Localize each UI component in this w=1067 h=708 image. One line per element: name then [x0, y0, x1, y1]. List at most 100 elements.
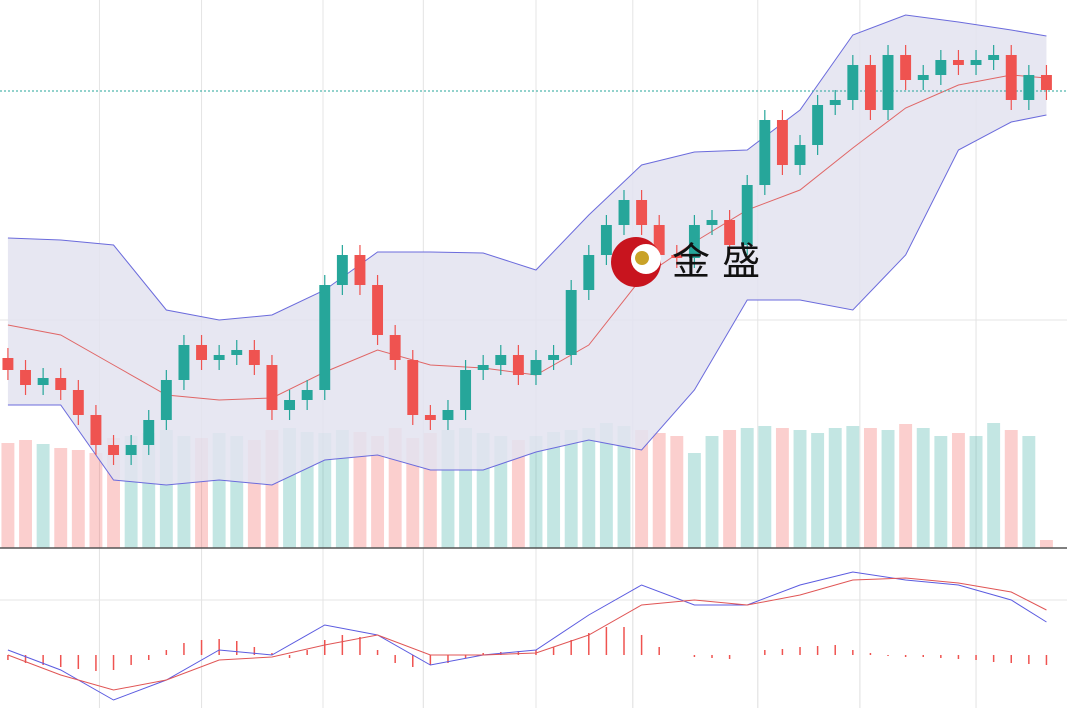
- volume-bar: [916, 428, 930, 548]
- volume-bar: [705, 436, 719, 548]
- volume-bar: [529, 436, 543, 548]
- volume-bar: [353, 432, 367, 548]
- volume-bar: [1004, 430, 1018, 548]
- candle-body: [354, 255, 366, 285]
- candle-body: [460, 370, 472, 410]
- candle-body: [266, 365, 278, 410]
- candle-body: [548, 355, 560, 360]
- volume-bar: [635, 430, 649, 548]
- volume-bar: [793, 430, 807, 548]
- candle-body: [882, 55, 894, 110]
- candle-body: [512, 355, 524, 375]
- volume-bar: [652, 433, 666, 548]
- volume-bar: [740, 428, 754, 548]
- volume-bar: [564, 430, 578, 548]
- volume-bar: [371, 436, 385, 548]
- candle-body: [864, 65, 876, 110]
- volume-bar: [758, 426, 772, 548]
- candle-body: [688, 225, 700, 258]
- candle-body: [600, 225, 612, 255]
- macd-line: [7, 571, 1047, 701]
- volume-bar: [599, 423, 613, 548]
- candle-body: [108, 445, 119, 455]
- candle-body: [794, 145, 806, 165]
- volume-bar: [89, 453, 103, 548]
- candle-body: [20, 370, 31, 385]
- volume-bar: [863, 428, 877, 548]
- volume-bar: [582, 428, 596, 548]
- candle-body: [442, 410, 454, 420]
- volume-bar: [899, 424, 913, 548]
- candle-body: [2, 358, 14, 370]
- candle-body: [424, 415, 436, 420]
- volume-bar: [951, 433, 965, 548]
- candle-body: [301, 390, 313, 400]
- candle-body: [477, 365, 489, 370]
- volume-bar: [19, 440, 32, 548]
- candle-body: [671, 255, 683, 258]
- volume-bar: [987, 423, 1001, 548]
- volume-bar: [547, 432, 561, 548]
- candle-body: [125, 445, 137, 455]
- candle-body: [37, 378, 49, 385]
- volume-bar: [969, 436, 983, 548]
- logo: 金 盛: [611, 237, 760, 287]
- candle-body: [1023, 75, 1035, 100]
- candle-body: [618, 200, 630, 225]
- candle-body: [213, 355, 225, 360]
- candle-body: [143, 420, 155, 445]
- candle-body: [1040, 75, 1052, 90]
- volume-bar: [828, 428, 842, 548]
- volume-bar: [1, 443, 15, 548]
- candle-body: [389, 335, 401, 360]
- volume-bar: [1039, 540, 1053, 548]
- candle-body: [741, 185, 753, 245]
- candle-body: [565, 290, 577, 355]
- candle-body: [636, 200, 648, 225]
- band-line: [7, 114, 1047, 486]
- volume-bar: [934, 436, 948, 548]
- volume-bar: [617, 426, 631, 548]
- volume-bar: [723, 430, 737, 548]
- candle-body: [759, 120, 771, 185]
- candle-body: [988, 55, 1000, 60]
- volume-bar: [1022, 436, 1036, 548]
- candle-body: [336, 255, 348, 285]
- volume-bar: [811, 433, 825, 548]
- candle-body: [917, 75, 929, 80]
- volume-bar: [881, 430, 895, 548]
- volume-bar: [670, 436, 684, 548]
- candle-body: [1005, 55, 1017, 100]
- layer: [0, 14, 1067, 701]
- candle-body: [178, 345, 190, 380]
- candle-body: [583, 255, 595, 290]
- volume-bar: [335, 430, 349, 548]
- candle-body: [724, 220, 736, 245]
- candle-body: [407, 360, 419, 415]
- candle-body: [970, 60, 982, 65]
- candle-body: [653, 225, 665, 255]
- candle-body: [284, 400, 296, 410]
- candle-body: [829, 100, 841, 105]
- candle-body: [812, 105, 824, 145]
- candle-body: [530, 360, 542, 375]
- logo-text: 金 盛: [672, 240, 760, 284]
- candle-body: [72, 390, 84, 415]
- volume-bar: [687, 453, 701, 548]
- candle-body: [55, 378, 67, 390]
- candle-body: [319, 285, 331, 390]
- candle-body: [900, 55, 912, 80]
- candle-body: [248, 350, 260, 365]
- band-line: [7, 14, 1047, 321]
- macd-line: [7, 577, 1047, 691]
- candle-body: [196, 345, 208, 360]
- volume-bar: [54, 448, 68, 548]
- volume-bar: [511, 440, 525, 548]
- volume-bar: [36, 444, 50, 548]
- candle-body: [90, 415, 102, 445]
- candle-body: [952, 60, 964, 65]
- volume-bar: [846, 426, 860, 548]
- volume-bar: [71, 450, 85, 548]
